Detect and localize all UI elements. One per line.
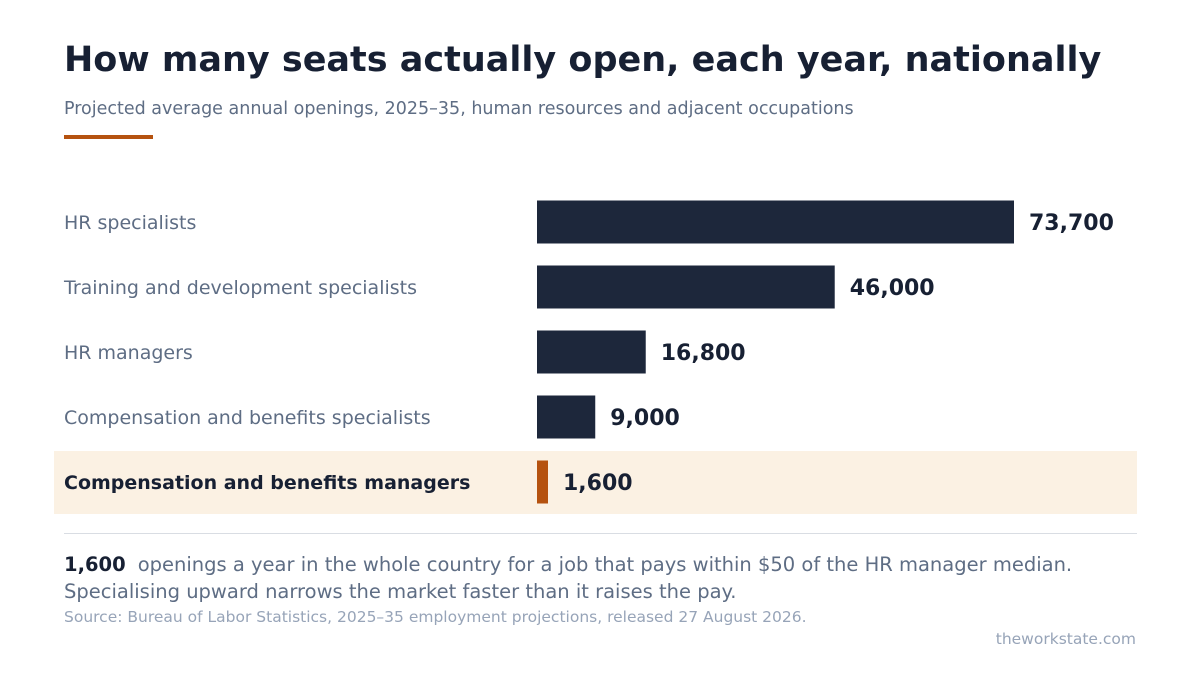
category-label: Compensation and benefits managers [64, 472, 470, 494]
takeaway-note: 1,600 openings a year in the whole countr… [64, 551, 1094, 605]
takeaway-text: openings a year in the whole country for… [64, 553, 1073, 603]
accent-rule [64, 135, 153, 139]
bar [537, 395, 596, 439]
bar [537, 460, 548, 504]
category-label: Compensation and benefits specialists [64, 407, 431, 429]
highlight-row-background [54, 451, 1137, 514]
value-label: 9,000 [610, 406, 680, 431]
value-label: 46,000 [850, 276, 935, 301]
takeaway-number: 1,600 [64, 553, 126, 576]
value-label: 1,600 [563, 471, 633, 496]
chart-subtitle: Projected average annual openings, 2025–… [64, 99, 854, 119]
site-name: theworkstate.com [995, 630, 1136, 648]
bar [537, 200, 1014, 244]
value-label: 73,700 [1029, 211, 1114, 236]
bar [537, 330, 646, 374]
bar [537, 265, 835, 309]
footer-divider [64, 533, 1137, 534]
category-label: HR specialists [64, 212, 196, 234]
category-label: Training and development specialists [63, 277, 417, 299]
source-note: Source: Bureau of Labor Statistics, 2025… [64, 608, 807, 626]
value-label: 16,800 [661, 341, 746, 366]
chart-title: How many seats actually open, each year,… [64, 40, 1102, 80]
bar-chart: HR specialists 73,700 Training and develop… [54, 200, 1137, 514]
category-label: HR managers [64, 342, 193, 364]
